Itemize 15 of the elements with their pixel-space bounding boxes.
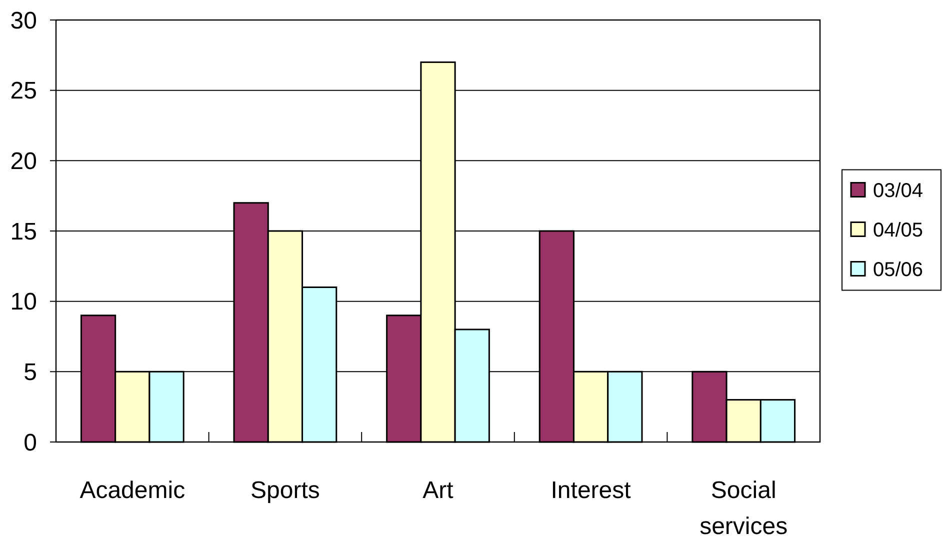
y-tick-label: 15 — [10, 218, 37, 246]
legend-label: 03/04 — [873, 180, 924, 202]
x-tick-label: Interest — [550, 477, 632, 504]
y-tick-label: 5 — [24, 359, 37, 386]
y-tick-label: 30 — [10, 7, 37, 34]
x-tick-label: Social services — [700, 477, 788, 540]
y-tick-label: 0 — [24, 429, 37, 456]
legend-label: 04/05 — [873, 219, 924, 242]
y-tick-label: 10 — [10, 288, 37, 316]
legend-label: 05/06 — [873, 258, 924, 281]
y-tick-label: 20 — [10, 148, 37, 176]
y-tick-label: 25 — [10, 78, 37, 105]
x-tick-label: Art — [422, 477, 454, 504]
x-tick-label: Academic — [80, 477, 186, 504]
x-tick-label: Sports — [250, 477, 320, 504]
